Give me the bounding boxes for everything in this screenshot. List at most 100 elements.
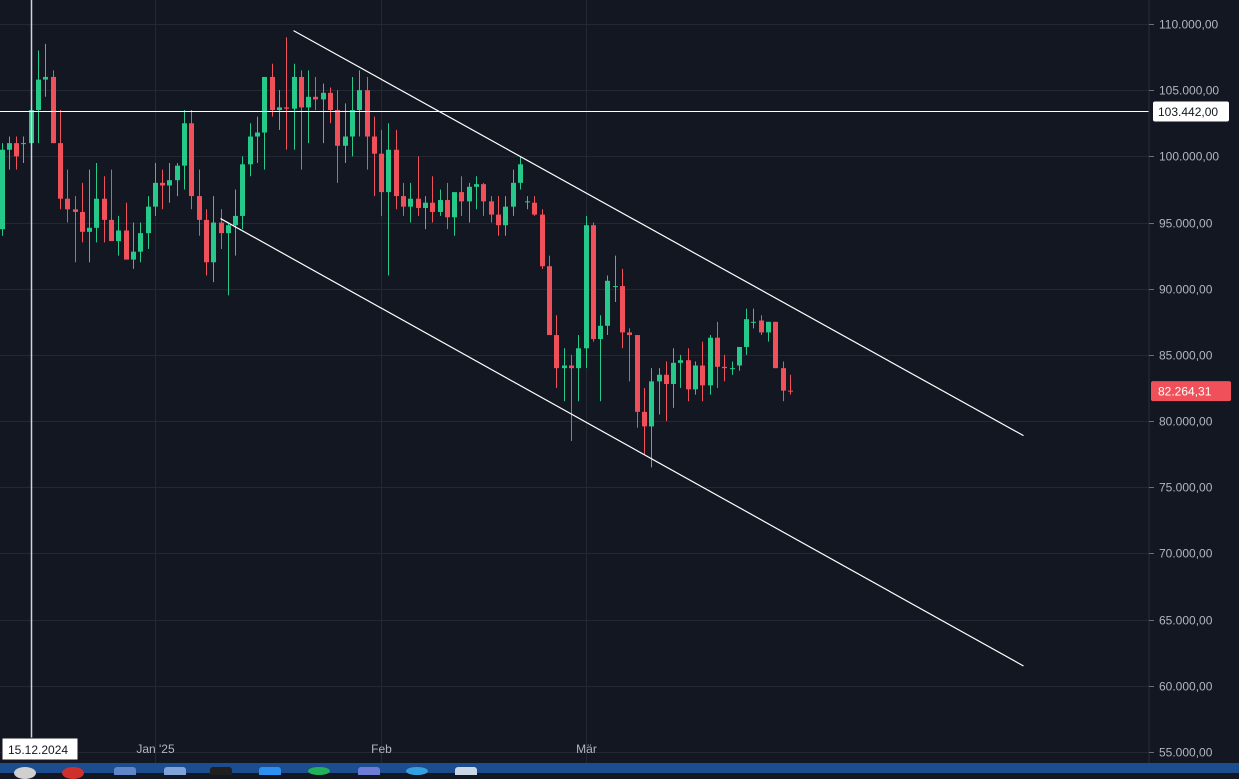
y-tick-label: 75.000,00 xyxy=(1159,481,1213,495)
crosshair-date-bg xyxy=(1,737,79,761)
candle-body xyxy=(255,132,260,137)
candle-body xyxy=(759,320,764,333)
overlays-layer xyxy=(0,0,1149,740)
candle-body xyxy=(7,143,12,150)
candle-body xyxy=(474,184,479,187)
start-icon[interactable] xyxy=(14,767,36,779)
chat-icon[interactable] xyxy=(308,767,330,775)
candle-body xyxy=(642,411,647,427)
candle-body xyxy=(153,182,158,207)
candle-body xyxy=(175,165,180,181)
terminal-icon[interactable] xyxy=(210,767,232,775)
candle-body xyxy=(350,110,355,137)
candle-body xyxy=(357,90,362,111)
candle-body xyxy=(576,348,581,369)
app-icon[interactable] xyxy=(164,767,186,775)
candle-body xyxy=(554,335,559,369)
candle-body xyxy=(416,198,421,208)
y-tick-label: 65.000,00 xyxy=(1159,614,1213,628)
candle-body xyxy=(737,346,742,366)
folder-icon[interactable] xyxy=(114,767,136,775)
candle-body xyxy=(459,192,464,202)
candle-body xyxy=(379,153,384,193)
candle-body xyxy=(167,180,172,186)
candle-body xyxy=(138,233,143,252)
candle-body xyxy=(657,374,662,382)
candle-body xyxy=(321,92,326,100)
candle-body xyxy=(36,79,41,111)
candle-body xyxy=(197,196,202,220)
candle-body xyxy=(182,123,187,166)
candle-body xyxy=(751,321,756,323)
candle-body xyxy=(503,206,508,226)
candle-body xyxy=(365,90,370,137)
y-tick-label: 70.000,00 xyxy=(1159,547,1213,561)
candle-body xyxy=(372,136,377,154)
candle-body xyxy=(715,337,720,367)
candle-body xyxy=(226,225,231,234)
candle-body xyxy=(766,321,771,333)
candle-body xyxy=(80,211,85,232)
crosshair-date-label: 15.12.2024 xyxy=(8,743,68,757)
candle-body xyxy=(328,92,333,111)
candle-body xyxy=(292,76,297,109)
candle-body xyxy=(605,280,610,326)
candle-body xyxy=(313,96,318,100)
candle-body xyxy=(204,219,209,263)
store-icon[interactable] xyxy=(259,767,281,775)
x-tick-label: Feb xyxy=(371,742,392,756)
candle-body xyxy=(481,184,486,202)
candle-body xyxy=(116,230,121,242)
candle-body xyxy=(0,149,5,230)
candle-body xyxy=(306,96,311,108)
candle-body xyxy=(584,225,589,349)
candle-body xyxy=(671,362,676,385)
image-icon[interactable] xyxy=(455,767,477,775)
candle-body xyxy=(730,368,735,370)
candle-body xyxy=(540,214,545,267)
browser-icon[interactable] xyxy=(62,767,84,779)
candle-body xyxy=(160,182,165,186)
candle-body xyxy=(525,201,530,203)
candle-body xyxy=(14,143,19,157)
taskbar xyxy=(0,763,1239,773)
candle-body xyxy=(627,332,632,336)
candle-body xyxy=(773,321,778,369)
candle-body xyxy=(744,319,749,347)
x-tick-label: Jan '25 xyxy=(136,742,175,756)
candle-body xyxy=(664,374,669,385)
candle-body xyxy=(562,365,567,369)
candle-body xyxy=(102,198,107,220)
y-tick-label: 90.000,00 xyxy=(1159,283,1213,297)
candle-body xyxy=(343,136,348,146)
candle-body xyxy=(591,225,596,340)
candle-body xyxy=(270,76,275,111)
candle-body xyxy=(511,182,516,207)
candle-body xyxy=(649,381,654,427)
candles-layer xyxy=(0,37,793,468)
candle-body xyxy=(722,366,727,369)
candle-body xyxy=(146,206,151,234)
candle-body xyxy=(21,143,26,145)
candle-body xyxy=(693,365,698,390)
candle-body xyxy=(496,214,501,226)
candle-body xyxy=(248,136,253,165)
price-axis: 110.000,00 105.000,00 100.000,00 95.000,00 9… xyxy=(1148,0,1239,763)
tools-icon[interactable] xyxy=(358,767,380,775)
candle-body xyxy=(58,143,63,199)
candle-body xyxy=(94,198,99,228)
candle-body xyxy=(788,390,793,392)
candle-body xyxy=(445,200,450,218)
candle-body xyxy=(438,200,443,212)
candle-body xyxy=(284,107,289,109)
last-price-label: 82.264,31 xyxy=(1158,385,1212,399)
candle-body xyxy=(87,227,92,232)
candle-body xyxy=(401,196,406,207)
last-price-label-bg xyxy=(1151,381,1231,402)
candle-body xyxy=(233,215,238,226)
globe-icon[interactable] xyxy=(406,767,428,775)
y-tick-label: 105.000,00 xyxy=(1159,84,1219,98)
candle-body xyxy=(408,198,413,207)
